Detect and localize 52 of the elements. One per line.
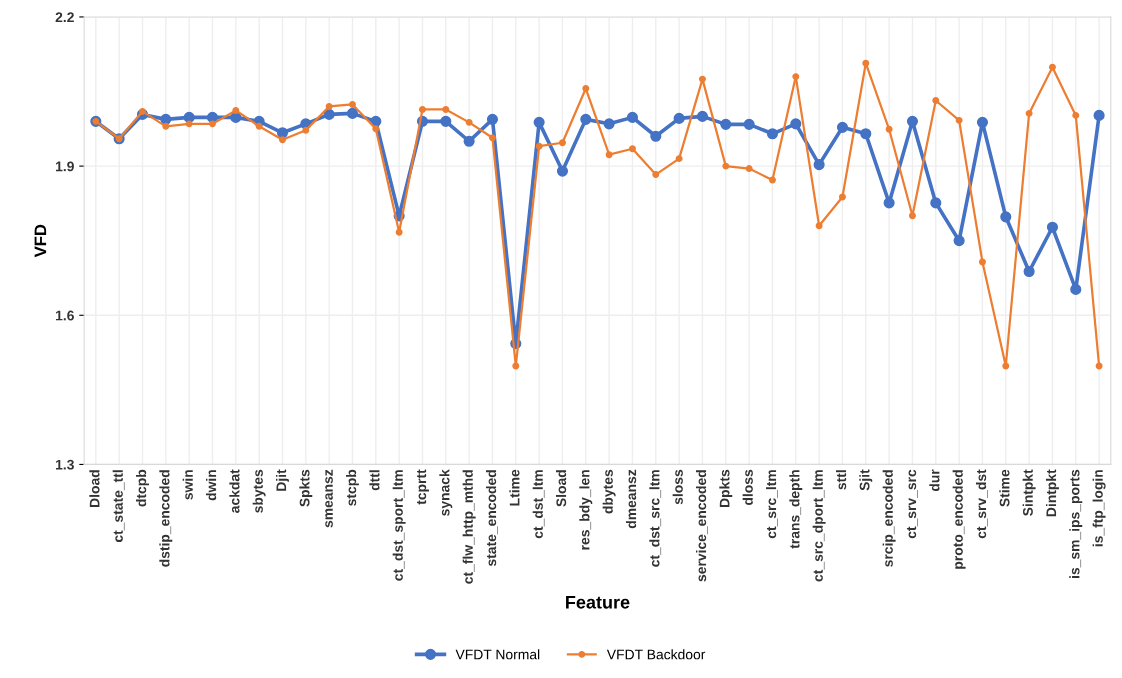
x-tick-label: dloss [742,469,753,505]
x-tick-label: dbytes [602,469,616,514]
x-tick-label: is_sm_ips_ports [1069,469,1083,578]
x-tick-label: dmeansz [625,469,637,529]
x-tick-label: is_ftp_login [1092,470,1106,547]
x-tick-label: proto_encoded [952,470,966,569]
x-tick-label: Sjit [859,469,873,491]
x-tick-label: dwin [206,470,217,501]
legend-label: VFDT Backdoor [606,649,706,660]
x-tick-label: ct_dst_sport_ltm [392,470,406,581]
y-tick-label: 2.2 [55,12,74,22]
x-tick-label: ct_state_ttl [112,470,125,543]
x-tick-label: Dload [89,470,100,507]
x-tick-label: Spkts [299,469,313,507]
y-axis-title: VFD [34,224,47,258]
x-tick-label: ct_src_ltm [765,470,778,539]
x-tick-label: smeansz [325,469,333,528]
x-tick-label: trans_depth [789,470,803,549]
x-tick-label: sloss [672,469,683,505]
x-tick-label: ct_srv_src [906,469,918,539]
x-tick-label: dttl [369,470,380,491]
x-tick-label: ct_srv_dst [975,469,988,539]
x-tick-label: sttl [835,470,847,490]
x-tick-label: sbytes [252,469,266,513]
x-tick-label: ct_dst_ltm [532,470,545,539]
x-tick-label: Ltime [509,469,520,506]
y-tick-label: 1.9 [56,161,74,172]
x-tick-label: ct_src_dport_ltm [812,470,826,582]
x-tick-label: synack [439,469,453,516]
x-tick-label: Stime [999,469,1010,507]
x-tick-label: srcip_encoded [882,470,896,567]
x-tick-label: res_bdy_len [579,470,593,550]
x-axis-title: Feature [566,596,630,609]
x-tick-label: state_encoded [486,470,498,567]
x-tick-label: Djit [276,469,289,491]
x-tick-label: ct_flw_http_mthd [462,470,476,584]
x-tick-label: Sintpkt [1022,469,1036,516]
x-tick-label: Dintpkt [1045,469,1059,517]
x-tick-label: swin [182,470,193,500]
y-tick-label: 1.3 [56,459,74,470]
x-tick-label: dur [929,469,940,492]
x-tick-label: service_encoded [695,470,708,582]
x-tick-label: ct_dst_src_ltm [649,470,662,567]
x-tick-label: dtcpb [136,469,149,507]
x-tick-label: ackdat [229,469,240,513]
x-tick-label: stcpb [346,469,359,506]
x-tick-label: Dpkts [719,469,733,507]
y-tick-label: 1.6 [56,310,74,321]
x-tick-label: tcprtt [417,469,429,505]
x-tick-label: Sload [555,470,567,507]
x-tick-label: dstip_encoded [159,470,173,567]
legend-label: VFDT Normal [455,649,540,660]
